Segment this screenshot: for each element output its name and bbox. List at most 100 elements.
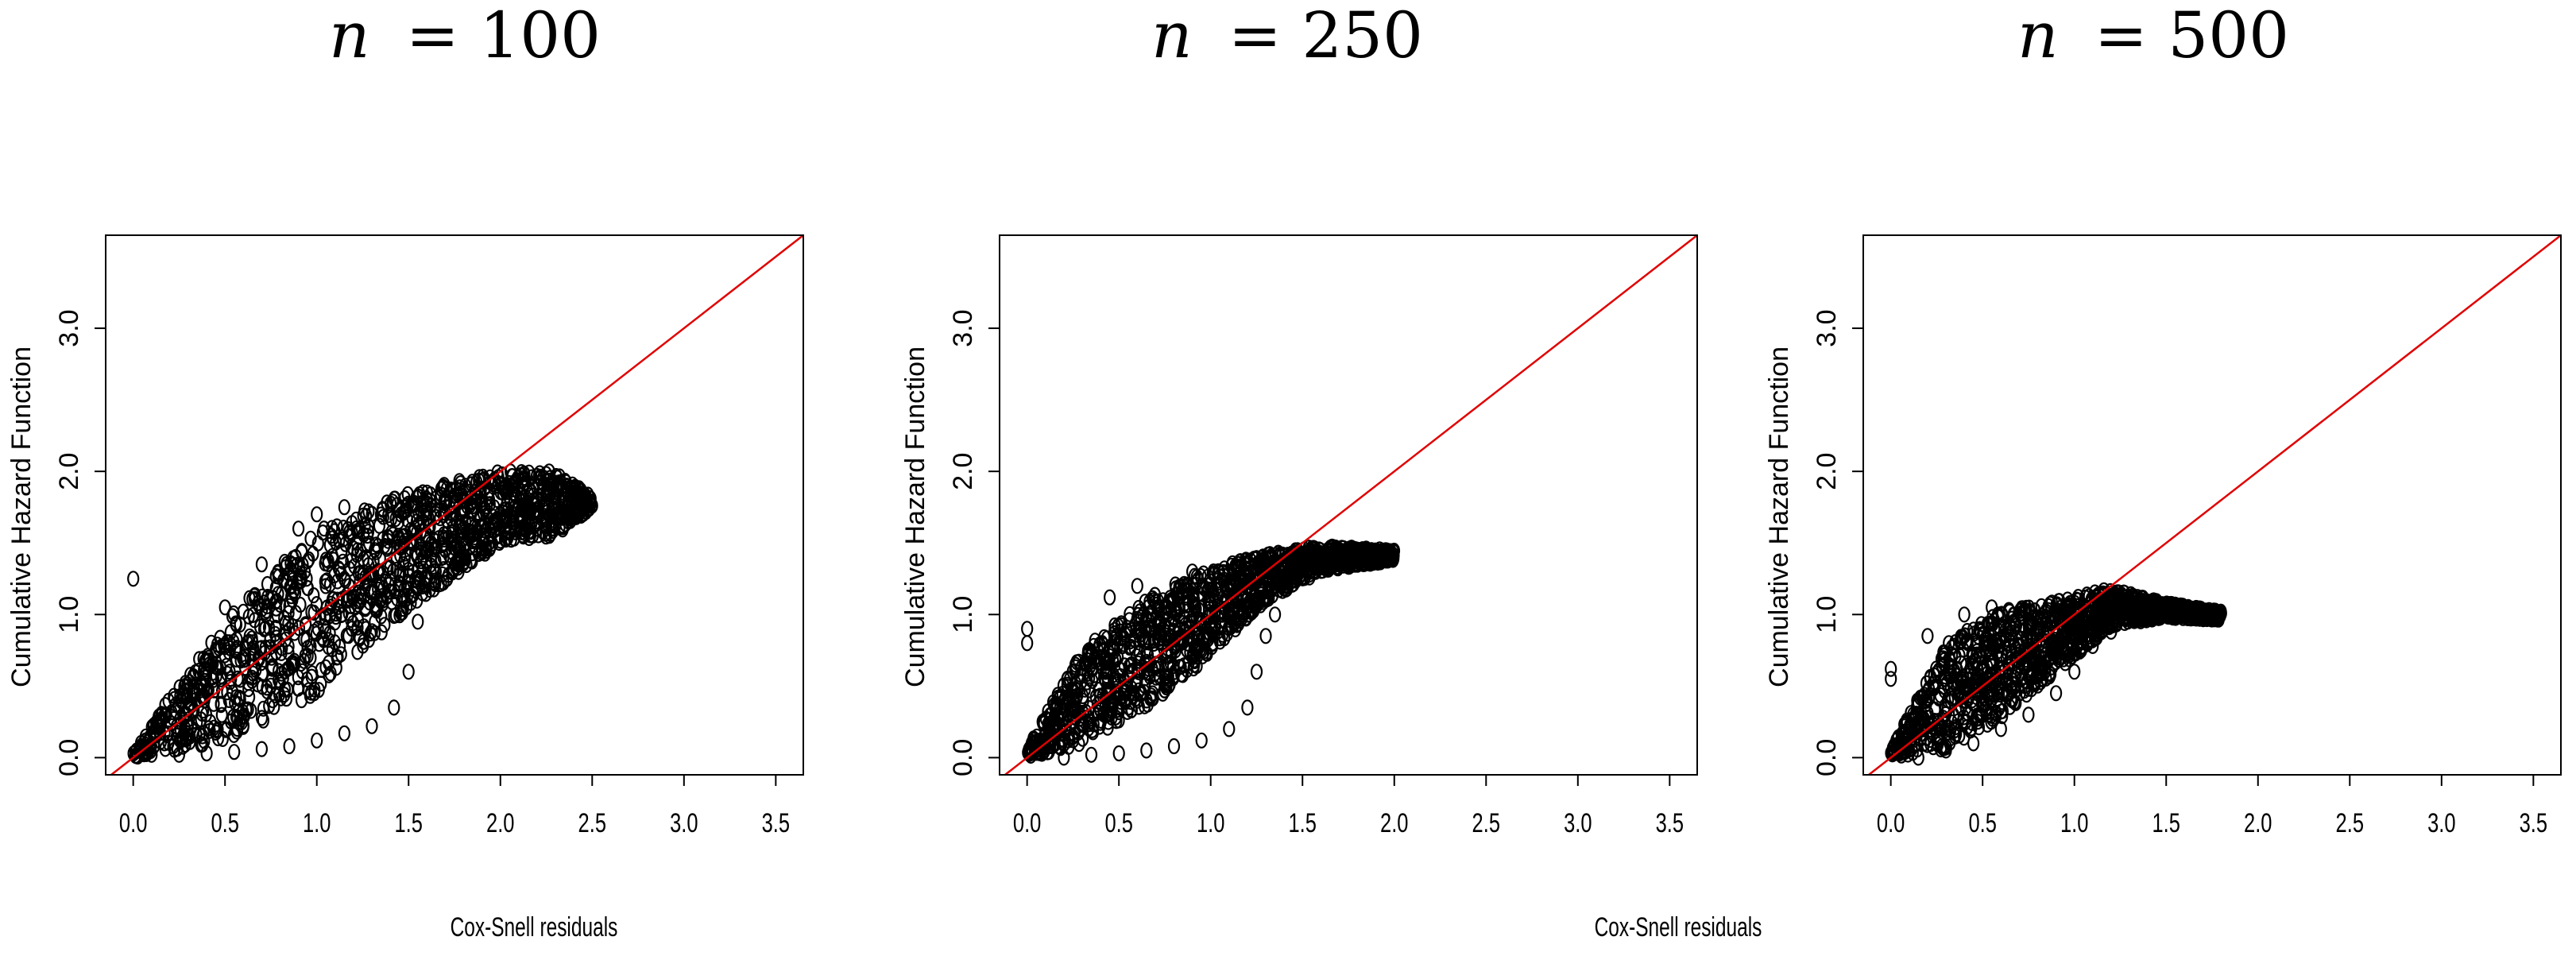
data-point bbox=[275, 644, 288, 662]
reference-line bbox=[1003, 235, 1697, 775]
y-tick-label: 2.0 bbox=[1812, 453, 1842, 490]
data-point bbox=[326, 520, 338, 536]
data-point bbox=[2073, 617, 2086, 634]
x-tick-label: 1.5 bbox=[395, 809, 423, 838]
data-point bbox=[1244, 594, 1256, 610]
data-point bbox=[2175, 605, 2187, 621]
data-point bbox=[350, 511, 362, 528]
y-axis-label: Cumulative Hazard Function bbox=[6, 346, 37, 687]
data-point bbox=[2033, 621, 2047, 638]
data-point bbox=[1943, 635, 1955, 652]
data-point bbox=[1094, 714, 1107, 731]
data-point bbox=[2004, 625, 2017, 642]
data-point bbox=[288, 656, 301, 672]
data-point bbox=[529, 497, 542, 513]
panel-title-variable: n bbox=[329, 0, 370, 72]
x-tick-label: 1.5 bbox=[2152, 809, 2180, 838]
data-point bbox=[2039, 662, 2052, 679]
plot-area bbox=[1003, 235, 1697, 775]
data-point bbox=[1209, 565, 1221, 582]
data-point bbox=[2029, 602, 2041, 619]
data-point bbox=[499, 478, 512, 495]
x-tick-label: 3.5 bbox=[2520, 809, 2547, 838]
data-point bbox=[1947, 673, 1959, 690]
data-point bbox=[1241, 597, 1255, 614]
data-point bbox=[1037, 713, 1050, 730]
data-point bbox=[1168, 617, 1182, 633]
data-point bbox=[1267, 556, 1280, 573]
data-point bbox=[336, 606, 349, 623]
data-point bbox=[398, 581, 411, 598]
data-point bbox=[1132, 599, 1145, 617]
outlier-point bbox=[1241, 699, 1254, 716]
data-point bbox=[530, 521, 543, 537]
data-point bbox=[1231, 604, 1244, 621]
outlier-point bbox=[1223, 721, 1236, 737]
data-point bbox=[438, 494, 451, 512]
data-point bbox=[1262, 583, 1274, 600]
data-point bbox=[512, 497, 524, 514]
data-point bbox=[478, 533, 490, 550]
data-point bbox=[2013, 658, 2025, 675]
data-point bbox=[424, 492, 437, 509]
data-point bbox=[207, 695, 220, 712]
data-point bbox=[1972, 718, 1986, 736]
data-point bbox=[1961, 718, 1974, 736]
panel-title-equation: = 250 bbox=[1208, 0, 1423, 72]
data-point bbox=[351, 619, 364, 636]
data-point bbox=[1978, 690, 1991, 706]
x-tick-label: 2.0 bbox=[1380, 809, 1408, 838]
data-point bbox=[1327, 539, 1340, 555]
data-point bbox=[394, 576, 408, 593]
plot-frame bbox=[999, 234, 1698, 776]
data-point bbox=[1973, 621, 1986, 639]
data-point bbox=[192, 662, 205, 679]
data-point bbox=[2070, 591, 2083, 608]
data-point bbox=[2065, 620, 2079, 637]
data-point bbox=[360, 572, 373, 590]
outlier-point bbox=[1986, 599, 1998, 616]
data-point bbox=[207, 669, 219, 686]
data-point bbox=[203, 649, 215, 667]
y-tick-label: 1.0 bbox=[1812, 596, 1842, 633]
data-point bbox=[2058, 642, 2071, 659]
data-point bbox=[197, 725, 210, 741]
data-point bbox=[492, 527, 505, 544]
data-point bbox=[2209, 610, 2222, 626]
data-point bbox=[280, 691, 293, 707]
data-point bbox=[1025, 735, 1039, 752]
data-point bbox=[1124, 621, 1137, 639]
data-point bbox=[512, 470, 524, 486]
data-point bbox=[1173, 589, 1186, 606]
data-point bbox=[184, 733, 196, 750]
data-point bbox=[566, 489, 578, 505]
panel-title: n = 250 bbox=[1151, 0, 1423, 72]
data-point bbox=[553, 519, 566, 536]
x-tick-label: 2.5 bbox=[1472, 809, 1500, 838]
data-point bbox=[2009, 617, 2022, 634]
data-point bbox=[1167, 592, 1180, 609]
x-tick-label: 3.0 bbox=[1564, 809, 1592, 838]
y-tick-label: 0.0 bbox=[948, 739, 978, 776]
data-point bbox=[1239, 552, 1252, 569]
data-point bbox=[2016, 609, 2029, 626]
data-point bbox=[1920, 683, 1934, 700]
data-point bbox=[1057, 710, 1070, 727]
data-point bbox=[532, 527, 545, 544]
data-point bbox=[1119, 673, 1132, 691]
data-point bbox=[1249, 595, 1262, 612]
outlier-point bbox=[311, 506, 323, 523]
data-point bbox=[301, 647, 314, 664]
data-point bbox=[1961, 633, 1974, 649]
outlier-point bbox=[388, 699, 400, 716]
data-point bbox=[1162, 593, 1175, 610]
outlier-point bbox=[1912, 749, 1924, 766]
outlier-point bbox=[172, 746, 185, 763]
data-point bbox=[362, 523, 375, 540]
data-point bbox=[2005, 672, 2018, 688]
data-point bbox=[170, 718, 183, 735]
data-point bbox=[427, 581, 440, 598]
outlier-point bbox=[2068, 664, 2081, 680]
data-point bbox=[1138, 620, 1151, 637]
